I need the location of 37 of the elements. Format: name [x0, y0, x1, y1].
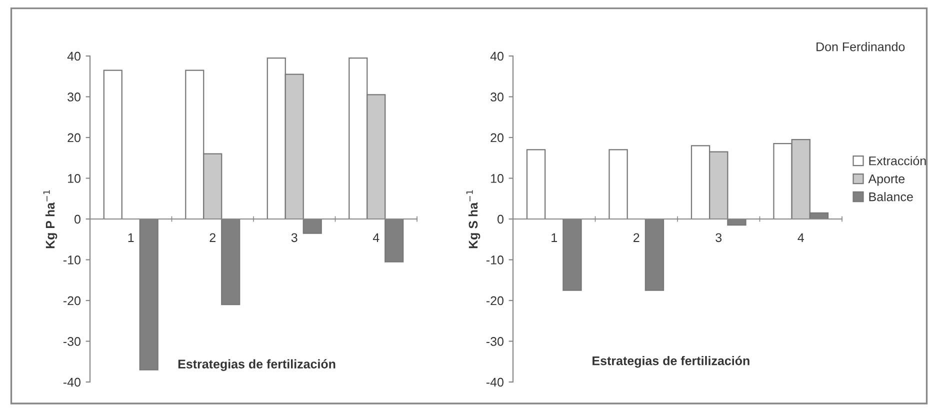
y-tick-label: -30 — [63, 337, 80, 346]
x-tick-label: 2 — [634, 233, 640, 242]
legend-label: Balance — [869, 192, 913, 202]
legend-label: Aporte — [868, 174, 905, 186]
y-tick-label: 30 — [68, 92, 80, 102]
y-tick-label: -40 — [63, 378, 80, 387]
y-tick-label: 0 — [498, 214, 504, 224]
y-tick-label: -20 — [63, 296, 80, 306]
y-tick-label: -10 — [63, 256, 80, 264]
y-tick-label: 10 — [491, 174, 504, 183]
y-axis-title: Kg S ha$^{−1}$ — [466, 190, 480, 248]
x-tick-label: 1 — [552, 233, 557, 242]
y-tick-label: 40 — [490, 52, 504, 61]
y-tick-label: 30 — [490, 92, 504, 102]
bar — [608, 149, 628, 220]
x-tick-label: 3 — [291, 233, 298, 242]
text: Don Ferdinando — [816, 42, 905, 52]
x-tick-label: 4 — [372, 233, 380, 242]
x-axis-title: Estrategias de fertilización — [178, 359, 336, 371]
y-tick-label: 0 — [74, 214, 80, 224]
x-tick-label: 2 — [210, 233, 216, 242]
y-tick-label: -10 — [486, 256, 504, 264]
x-tick-label: 3 — [716, 233, 722, 242]
y-axis-title: Kg P ha$^{−1}$ — [43, 190, 58, 248]
y-tick-label: -30 — [486, 337, 504, 346]
y-tick-label: 20 — [68, 133, 80, 142]
y-tick-label: 20 — [490, 133, 504, 142]
y-tick-label: -20 — [486, 296, 504, 306]
bar — [103, 70, 122, 220]
x-tick-label: 4 — [798, 233, 804, 242]
x-tick-label: 1 — [128, 233, 134, 242]
y-tick-label: 10 — [68, 174, 80, 183]
y-tick-label: 40 — [67, 52, 80, 61]
y-tick-label: -40 — [486, 378, 504, 387]
legend-label: Extracción — [869, 156, 926, 166]
x-axis-title: Estrategias de fertilización — [592, 356, 750, 368]
bar — [526, 149, 546, 220]
